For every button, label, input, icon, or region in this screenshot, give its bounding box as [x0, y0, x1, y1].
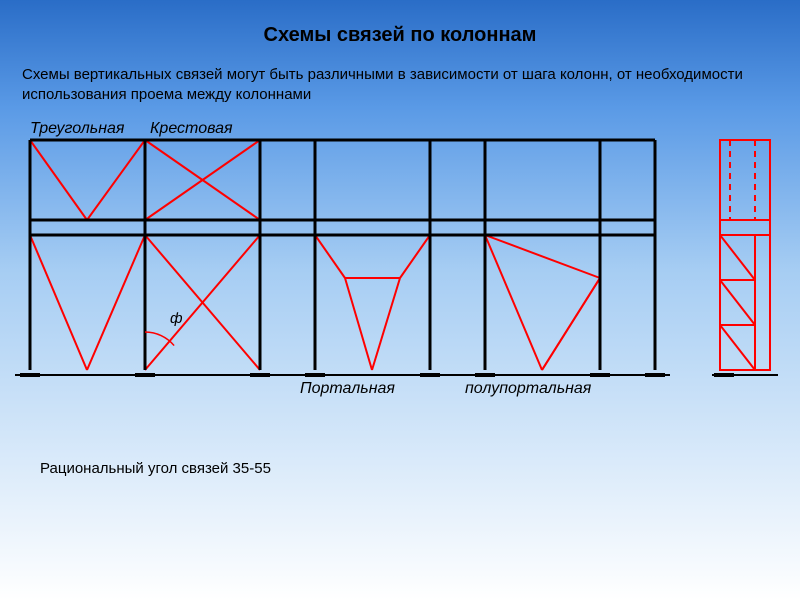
footer-note: Рациональный угол связей 35-55 — [0, 430, 800, 477]
main-diagram — [10, 120, 790, 410]
page-title: Схемы связей по колоннам — [0, 0, 800, 47]
description-text: Схемы вертикальных связей могут быть раз… — [0, 47, 800, 106]
diagram-container: Треугольная Крестовая Портальная полупор… — [10, 120, 790, 430]
